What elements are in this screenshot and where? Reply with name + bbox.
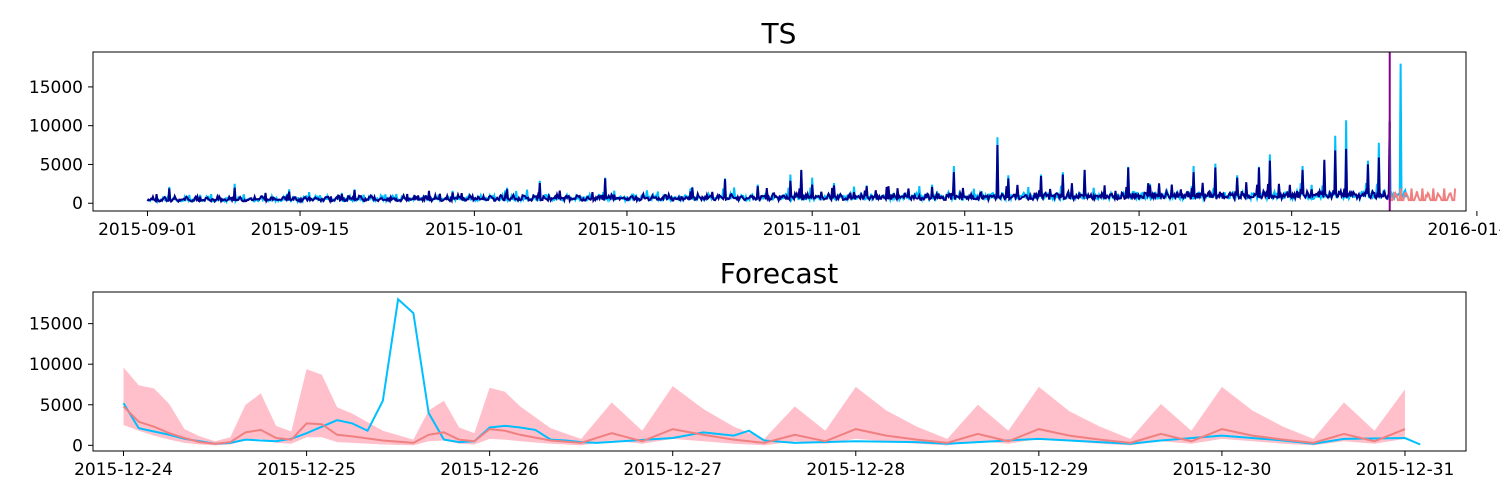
x-tick-label: 2015-12-27	[623, 460, 722, 480]
x-tick-label: 2015-12-01	[1090, 220, 1189, 240]
x-tick-label: 2015-12-28	[806, 460, 905, 480]
forecast-line	[122, 405, 1406, 445]
forecast-y-axis: 0 5000 10000 15000	[29, 315, 93, 456]
y-tick-label: 0	[72, 436, 83, 456]
fitted-series-line	[146, 121, 1391, 205]
x-tick-label: 2015-11-01	[763, 220, 862, 240]
x-tick-label: 2015-09-15	[251, 220, 350, 240]
y-tick-label: 5000	[40, 155, 83, 175]
x-tick-label: 2015-10-01	[425, 220, 524, 240]
forecast-title: Forecast	[720, 257, 839, 290]
ts-x-axis: 2015-09-01 2015-09-15 2015-10-01 2015-10-15…	[98, 211, 1500, 240]
x-tick-label: 2015-12-26	[440, 460, 539, 480]
forecast-axes-frame	[92, 291, 1467, 452]
forecast-plot-area	[122, 297, 1421, 446]
x-tick-label: 2015-12-29	[989, 460, 1088, 480]
x-tick-label: 2015-12-30	[1173, 460, 1272, 480]
forecast-x-axis: 2015-12-24 2015-12-25 2015-12-26 2015-12-27…	[74, 451, 1454, 480]
x-tick-label: 2015-12-31	[1356, 460, 1455, 480]
x-tick-label: 2015-12-25	[257, 460, 356, 480]
y-tick-label: 0	[72, 194, 83, 214]
ts-axes-frame	[92, 51, 1467, 212]
y-tick-label: 10000	[29, 355, 83, 375]
x-tick-label: 2015-10-15	[578, 220, 677, 240]
x-tick-label: 2015-12-24	[74, 460, 173, 480]
x-tick-label: 2015-11-15	[915, 220, 1014, 240]
y-tick-label: 5000	[40, 396, 83, 416]
observed-series-line	[146, 63, 1408, 205]
x-tick-label: 2015-12-15	[1242, 220, 1341, 240]
x-tick-label: 2015-09-01	[98, 220, 197, 240]
y-tick-label: 15000	[29, 78, 83, 98]
ts-plot-area	[146, 52, 1457, 211]
forecast-series-line	[1388, 188, 1457, 202]
ts-y-axis: 0 5000 10000 15000	[29, 78, 93, 214]
ts-title: TS	[761, 17, 797, 50]
actual-line	[122, 297, 1421, 446]
x-tick-label: 2016-01-01	[1427, 220, 1500, 240]
y-tick-label: 15000	[29, 315, 83, 335]
y-tick-label: 10000	[29, 117, 83, 137]
forecast-interval-band	[123, 367, 1405, 446]
